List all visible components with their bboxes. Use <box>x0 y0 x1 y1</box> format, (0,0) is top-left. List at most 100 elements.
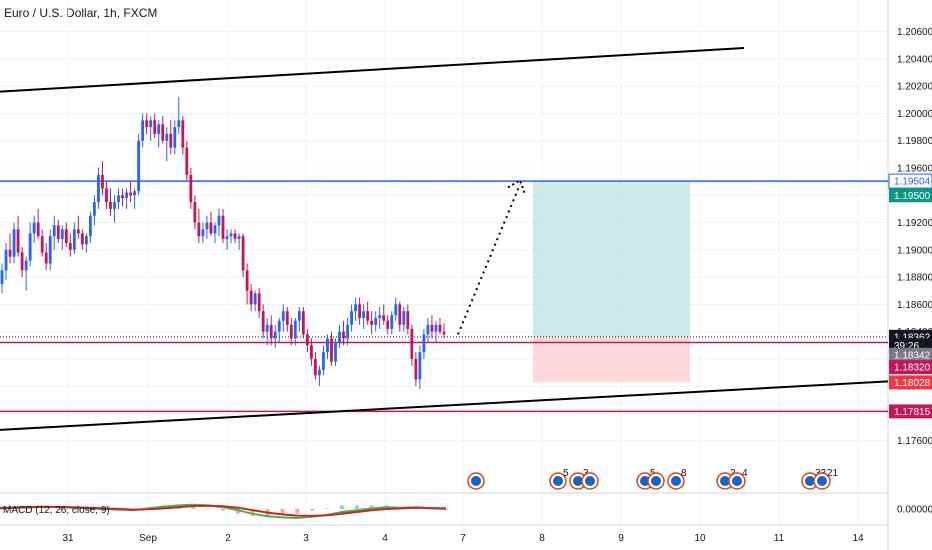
price-tick-label: 1.17600 <box>897 436 932 447</box>
candle-body <box>56 225 60 239</box>
candle-body <box>76 229 80 234</box>
time-tick-label: 9 <box>618 533 624 544</box>
candle-body <box>24 260 28 271</box>
candle-body <box>125 192 128 198</box>
candles <box>0 97 446 389</box>
candle-body <box>297 311 301 321</box>
candle-body <box>133 191 137 196</box>
candle-body <box>237 236 241 239</box>
candle-body <box>438 324 442 332</box>
candle-body <box>414 358 418 380</box>
macd-zero-label: 0.00000 <box>897 505 932 516</box>
candle-body <box>301 311 305 335</box>
candle-body <box>398 304 402 325</box>
time-tick-label: 8 <box>539 533 545 544</box>
candle-body <box>217 215 221 226</box>
candle-body <box>72 229 76 250</box>
time-tick-label: Sep <box>139 533 157 544</box>
candle-body <box>153 120 157 134</box>
position-box[interactable] <box>533 181 690 383</box>
candle-body <box>354 304 358 312</box>
candle-body <box>241 236 245 271</box>
price-tag <box>888 173 932 189</box>
candle-body <box>32 222 36 234</box>
price-tick-label: 1.18800 <box>897 273 932 284</box>
price-tick-label: 1.20000 <box>897 109 932 120</box>
time-axis[interactable]: 31 Sep 2 3 4 7 8 9 10 11 14 <box>62 533 864 544</box>
flag-icon <box>640 476 650 486</box>
candle-body <box>185 147 189 175</box>
flag-icon <box>573 476 583 486</box>
stop-zone <box>533 336 690 383</box>
candle-body <box>269 324 273 339</box>
target-zone <box>533 181 690 337</box>
candle-body <box>36 222 40 237</box>
signal-line <box>0 504 447 517</box>
price-tag <box>889 360 932 375</box>
candle-body <box>221 215 225 239</box>
price-axis[interactable]: 1.20600 1.20400 1.20200 1.20000 1.19800 1.196… <box>888 0 932 550</box>
candle-body <box>406 311 410 329</box>
price-tick-label: 1.20600 <box>897 27 932 38</box>
flag-icon <box>732 476 742 486</box>
candle-body <box>97 174 100 203</box>
candle-body <box>28 233 32 261</box>
price-axis-bg <box>889 0 932 550</box>
candle-body <box>121 195 124 198</box>
candle-body <box>68 243 72 250</box>
candle-body <box>422 334 426 353</box>
candle-body <box>330 338 333 362</box>
candle-body <box>382 315 386 321</box>
candle-body <box>342 331 345 339</box>
candle-body <box>109 202 112 209</box>
candle-body <box>430 324 434 332</box>
price-tag-label: 1.18342 <box>894 350 931 361</box>
trend-lines[interactable] <box>0 47 889 431</box>
candle-body <box>434 324 438 332</box>
candle-body <box>233 233 237 239</box>
arrow-head <box>507 178 526 195</box>
candle-body <box>117 195 120 203</box>
candle-body <box>213 225 217 234</box>
candle-body <box>141 120 145 141</box>
candle-body <box>225 236 229 239</box>
candle-body <box>205 222 209 230</box>
flag-icon <box>553 476 563 486</box>
candle-body <box>265 324 269 332</box>
candle-body <box>149 120 153 128</box>
candle-body <box>394 304 398 316</box>
candle-body <box>277 320 281 332</box>
candle-body <box>181 120 185 148</box>
candle-body <box>362 311 366 318</box>
projection-arrow[interactable] <box>457 178 526 335</box>
candle-body <box>129 192 132 196</box>
candle-body <box>245 270 249 291</box>
macd-pane: MACD (12, 26, close, 9) <box>0 503 448 520</box>
candle-body <box>318 369 321 376</box>
candle-body <box>93 202 96 216</box>
flag-icon <box>651 476 661 486</box>
candle-body <box>0 270 4 284</box>
candle-body <box>177 120 181 128</box>
price-tag-label: 1.19500 <box>894 191 931 202</box>
candle-body <box>261 311 265 332</box>
economic-events[interactable]: 5358243321 <box>467 468 839 490</box>
candle-body <box>249 290 253 305</box>
horizontal-lines[interactable] <box>0 180 888 413</box>
candle-body <box>209 222 213 234</box>
candle-body <box>358 304 362 318</box>
flag-icon <box>817 476 827 486</box>
time-tick-label: 11 <box>774 533 785 544</box>
candle-body <box>48 236 52 264</box>
flag-icon <box>805 476 815 486</box>
candle-body <box>137 140 141 192</box>
candle-body <box>52 225 56 237</box>
price-tag-label: 1.17815 <box>894 407 931 418</box>
candle-body <box>442 331 446 335</box>
price-tick-label: 1.20200 <box>897 82 932 93</box>
price-tag-label: 39:26 <box>894 341 919 352</box>
candle-body <box>197 222 201 237</box>
candle-body <box>334 342 337 362</box>
